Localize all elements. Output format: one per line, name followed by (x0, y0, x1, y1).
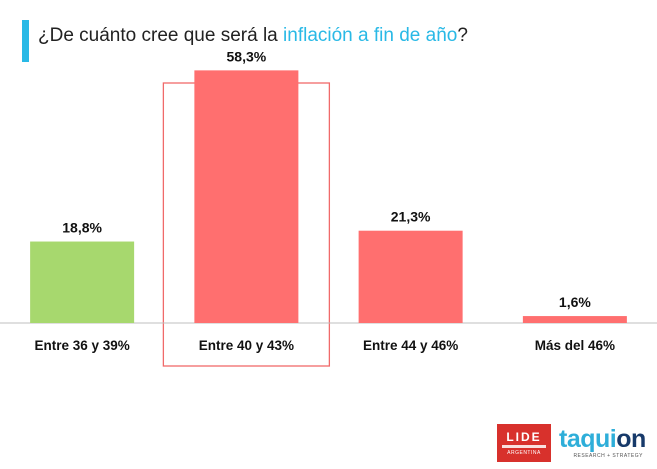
bar-value-label: 21,3% (391, 209, 431, 225)
lide-logo-subtitle: ARGENTINA (507, 449, 541, 456)
bar (194, 70, 299, 323)
bar-value-label: 1,6% (559, 294, 591, 310)
lide-logo: LIDE ARGENTINA (497, 424, 551, 462)
category-label: Entre 40 y 43% (199, 338, 294, 353)
taquion-logo: taquion RESEARCH + STRATEGY (559, 424, 649, 464)
footer-logos: LIDE ARGENTINA taquion RESEARCH + STRATE… (497, 424, 647, 464)
bar-value-label: 18,8% (62, 220, 102, 236)
bars-layer (0, 70, 657, 324)
title-accent-bar (22, 20, 29, 62)
title-question-mark: ? (457, 25, 468, 46)
taquion-logo-subtitle: RESEARCH + STRATEGY (573, 453, 643, 459)
labels-layer: 18,8% Entre 36 y 39% 58,3% Entre 40 y 43% 21… (34, 48, 615, 353)
taquion-logo-text: taquion (559, 426, 646, 452)
lide-logo-text: LIDE (506, 429, 542, 444)
taquion-logo-part1: taqui (559, 425, 617, 453)
category-label: Entre 44 y 46% (363, 338, 458, 353)
bar (30, 241, 135, 323)
title-highlight: inflación a fin de año (283, 25, 458, 46)
bar (358, 230, 463, 323)
category-label: Entre 36 y 39% (34, 338, 129, 353)
page-title: ¿De cuánto cree que será la inflación a … (38, 25, 468, 47)
title-text: ¿De cuánto cree que será la (38, 25, 284, 46)
taquion-logo-part2: on (616, 425, 646, 453)
lide-logo-stripe (502, 444, 546, 448)
bar-value-label: 58,3% (227, 48, 267, 64)
category-label: Más del 46% (535, 338, 615, 353)
bar (522, 316, 627, 323)
